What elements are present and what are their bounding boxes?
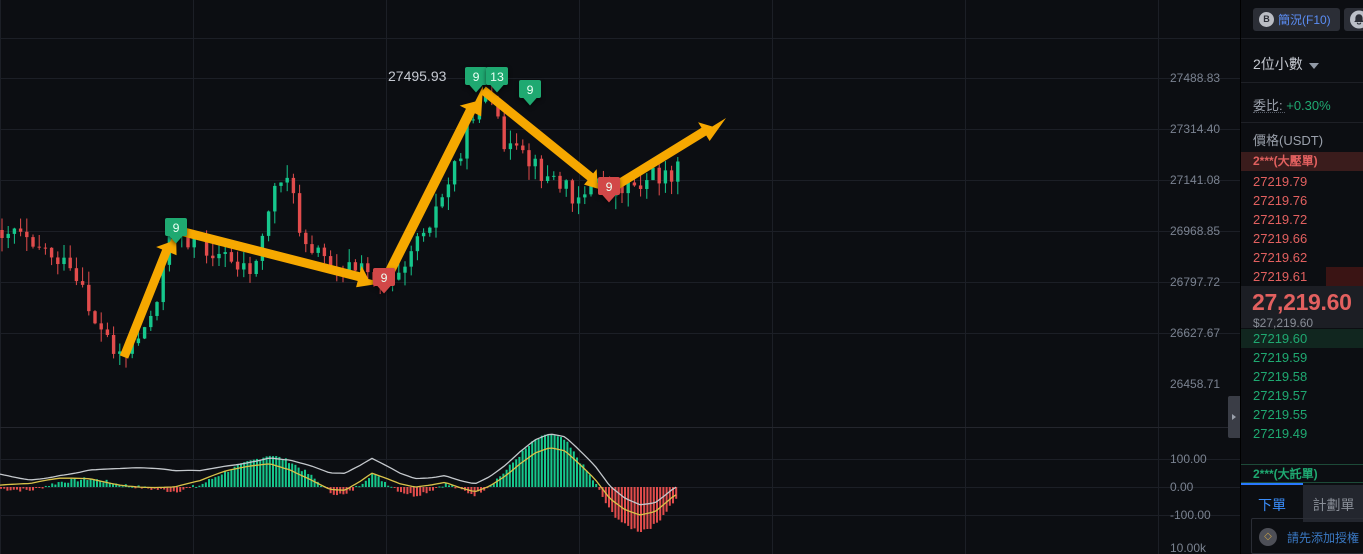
svg-text:9: 9 [173,221,180,235]
svg-text:9: 9 [527,83,534,97]
svg-text:9: 9 [473,70,480,84]
svg-text:9: 9 [606,180,613,194]
svg-text:9: 9 [381,271,388,285]
svg-text:13: 13 [490,70,504,84]
